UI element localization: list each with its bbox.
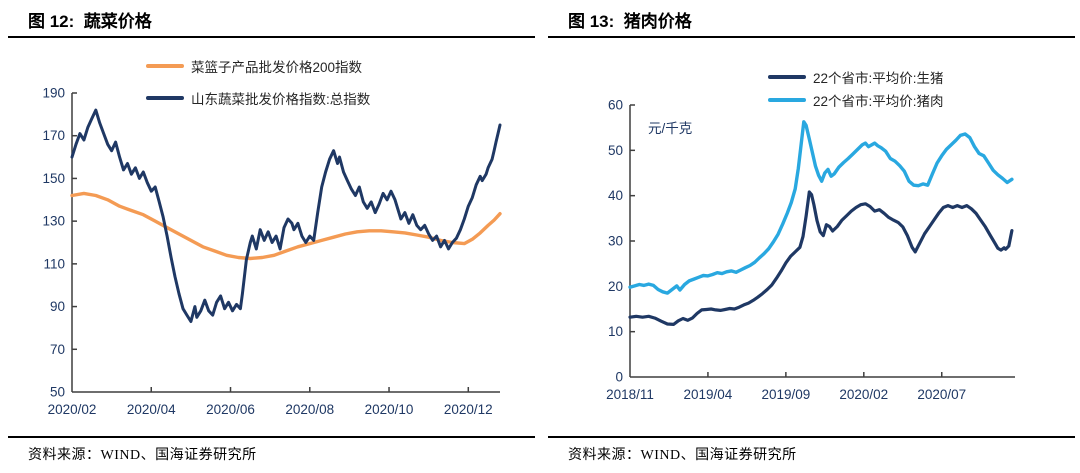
top-divider	[8, 36, 535, 38]
legend-item-basket-200-index: 菜篮子产品批发价格200指数	[146, 57, 370, 75]
axes	[71, 92, 500, 393]
y-tick-label: 110	[43, 256, 65, 271]
x-tick-label: 2020/02	[839, 387, 888, 402]
shandong-vegetable-index-line	[70, 108, 502, 323]
y-tick-label: 0	[615, 370, 623, 385]
x-tick-label: 2020/10	[365, 402, 414, 417]
tick-labels: 0 10 20 30 40 50 60 2018/11 2019/04 2019/09 2020/0…	[606, 98, 966, 403]
y-tick-label: 20	[608, 279, 623, 294]
x-tick-label: 2020/04	[127, 402, 176, 417]
legend-line-swatch	[146, 64, 184, 68]
y-tick-label: 50	[50, 385, 65, 400]
y-tick-label: 30	[608, 234, 623, 249]
pork-chart-legend: 22个省市:平均价:生猪 22个省市:平均价:猪肉	[768, 68, 944, 114]
pork-price-panel: 图 13: 猪肉价格 0 10 20 30 40 50 60 2018/11 2019/04 20…	[540, 0, 1080, 473]
legend-line-swatch	[768, 98, 806, 102]
figure-13-title: 图 13: 猪肉价格	[568, 12, 692, 31]
x-tick-label: 2019/04	[684, 387, 733, 402]
source-text: 资料来源：WIND、国海证券研究所	[568, 448, 797, 463]
x-tick-label: 2018/11	[606, 387, 654, 402]
x-tick-label: 2020/07	[917, 387, 966, 402]
vegetable-price-chart: 50 70 90 110 130 150 170 190 2020/02 2020/04 2020/…	[42, 86, 502, 418]
x-tick-label: 2020/06	[206, 402, 255, 417]
pork-avg-price-22-provinces-line	[628, 120, 1014, 295]
figure-12-title: 图 12: 蔬菜价格	[28, 12, 152, 31]
legend-item-shandong-vegetable-index: 山东蔬菜批发价格指数:总指数	[146, 89, 370, 107]
x-tick-label: 2020/08	[285, 402, 334, 417]
pork-price-chart: 0 10 20 30 40 50 60 2018/11 2019/04 2019/09 2020/0…	[606, 98, 1015, 403]
y-tick-label: 10	[608, 324, 623, 339]
source-text: 资料来源：WIND、国海证券研究所	[28, 448, 257, 463]
x-tick-label: 2020/12	[444, 402, 493, 417]
y-tick-label: 130	[42, 214, 65, 229]
tick-labels: 50 70 90 110 130 150 170 190 2020/02 2020/04 2020/…	[42, 86, 492, 418]
legend-line-swatch	[768, 75, 806, 79]
legend-label: 22个省市:平均价:生猪	[813, 71, 944, 86]
y-tick-label: 50	[608, 143, 623, 158]
y-tick-label: 70	[50, 342, 65, 357]
hog-avg-price-22-provinces-line	[628, 190, 1014, 326]
y-tick-label: 90	[50, 299, 65, 314]
y-axis-unit-label: 元/千克	[648, 121, 692, 136]
top-divider	[548, 36, 1075, 38]
legend-label: 菜篮子产品批发价格200指数	[191, 60, 363, 75]
y-tick-label: 190	[42, 86, 65, 101]
y-tick-label: 40	[608, 188, 623, 203]
bottom-divider	[8, 436, 535, 438]
y-tick-label: 170	[42, 128, 65, 143]
x-tick-label: 2019/09	[761, 387, 810, 402]
axes	[629, 104, 1015, 378]
legend-label: 山东蔬菜批发价格指数:总指数	[191, 92, 371, 107]
legend-item-pork-avg-price-22-provinces: 22个省市:平均价:猪肉	[768, 91, 944, 109]
basket-200-index-line	[70, 191, 502, 261]
legend-label: 22个省市:平均价:猪肉	[813, 94, 944, 109]
x-tick-label: 2020/02	[48, 402, 97, 417]
y-tick-label: 150	[42, 171, 65, 186]
legend-line-swatch	[146, 96, 184, 100]
y-tick-label: 60	[608, 98, 623, 113]
legend-item-hog-avg-price-22-provinces: 22个省市:平均价:生猪	[768, 68, 944, 86]
bottom-divider	[548, 436, 1075, 438]
vegetable-chart-legend: 菜篮子产品批发价格200指数 山东蔬菜批发价格指数:总指数	[146, 57, 370, 121]
vegetable-price-panel: 图 12: 蔬菜价格 50 70 90 110 130 150 170 190 2020/02 2…	[8, 12, 535, 463]
